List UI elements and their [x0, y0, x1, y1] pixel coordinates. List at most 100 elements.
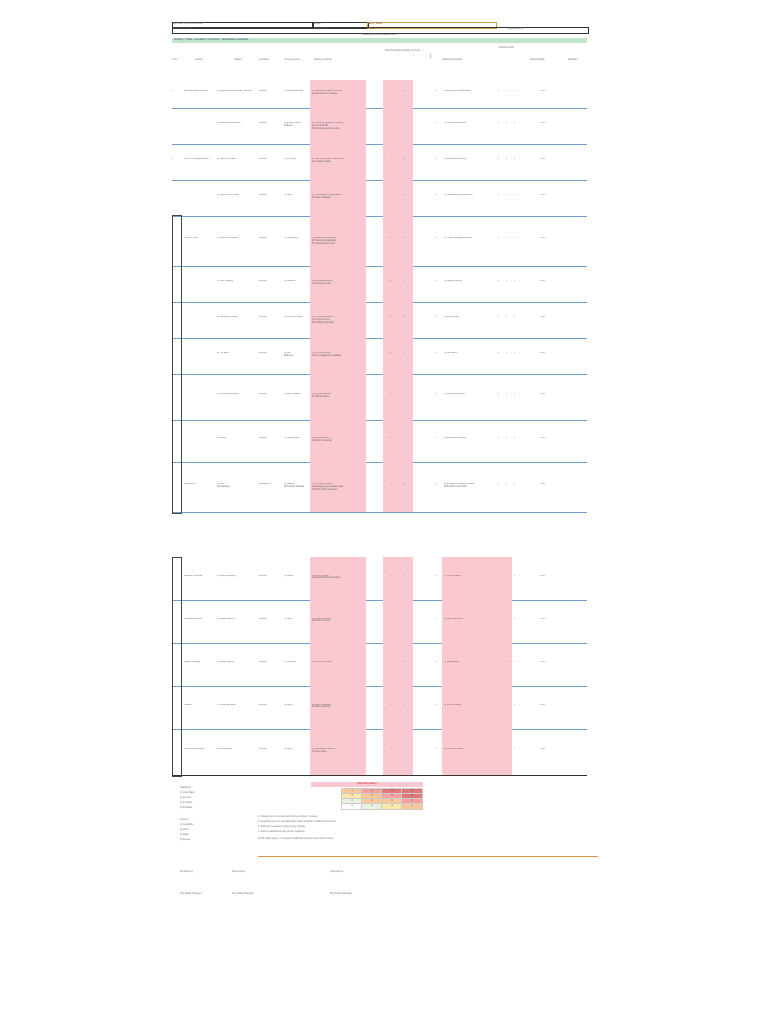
cell-rl: 1: [498, 437, 500, 439]
note-1: 1. Hazards are to be recorded for the ac…: [258, 815, 318, 818]
cell-hazard: 1) Vehicle movement: [217, 237, 239, 239]
cell-rr: 2: [514, 158, 516, 160]
cell-consequence: 1) Fatal injury: [284, 237, 298, 239]
group-box-1: [172, 215, 182, 514]
activity-band: Activity / Task / Location / Process : W…: [172, 37, 587, 43]
cell-rs: 2: [506, 158, 508, 160]
cell-s: 3: [404, 617, 406, 620]
additional-highlight: [442, 557, 512, 600]
cell-consequence: 1) Hearing loss: [284, 437, 300, 439]
additional-highlight: [442, 686, 512, 729]
cell-rs: 3: [506, 352, 508, 354]
cell-l: 1: [390, 158, 392, 160]
severity-3: 3) Major: [180, 833, 189, 836]
cell-rl: 1: [498, 122, 500, 124]
cell-rr: 2: [514, 90, 516, 92]
severity-4: 4) Severe: [180, 838, 191, 841]
cell-r: 2: [436, 158, 438, 160]
cell-r: 2: [436, 194, 438, 196]
severity-2: 2) Minor: [180, 828, 189, 831]
cell-rl: 1: [498, 703, 500, 706]
cell-condition: Normal: [259, 237, 267, 239]
cell-hazard: 1) Unfamiliar area: [217, 703, 236, 706]
cell-l: 2: [390, 316, 392, 318]
cell-responsible: HOD: [540, 748, 546, 750]
cell-rs: 4: [506, 483, 508, 485]
cell-consequence: 1) Fall from height: [284, 316, 303, 318]
cell-consequence: 1) Skin irritation: [284, 393, 300, 395]
severity-title: Severity: [180, 818, 189, 821]
approved-by: Approved by: [330, 870, 344, 873]
cell-additional: 1) Hygiene audit: [444, 574, 461, 577]
cell-controls: 1) Adjustable chairs provided 2) Awarene…: [312, 90, 342, 95]
cell-consequence: 1) Injury: [284, 748, 293, 750]
cell-additional: 1) Visitor briefing: [444, 703, 462, 706]
cell-controls: 1) Escort provided 2) Safety induction: [312, 703, 332, 709]
risk-highlight: [383, 302, 413, 338]
legend: Likelihood 1) Improbable 2) Remote 3) Po…: [180, 782, 600, 866]
cell-activity: Emergency: [184, 483, 196, 485]
cell-l: 1: [390, 660, 392, 663]
table-row: 6) Noise Normal 1) Hearing loss 1) Ear prot…: [172, 420, 587, 463]
cell-r: 3: [436, 703, 438, 706]
table-row: 6 Storage Activities 1) Falling objects Nor…: [172, 600, 587, 644]
page-label: Page: 1/1: [314, 26, 327, 30]
cell-responsible: HOD: [540, 280, 546, 282]
cell-consequence: 1) Cut injury: [284, 158, 297, 160]
cell-additional: 1) Housekeeping inspection: [444, 194, 473, 196]
cell-rs: 3: [506, 437, 508, 439]
cell-hazard: 4) Hot work: [217, 352, 229, 354]
col-sub-l: L: [398, 54, 400, 56]
cell-activity: Storage Activities: [184, 617, 202, 620]
controls-highlight: [310, 420, 366, 462]
cell-rl: 1: [498, 158, 500, 160]
cell-condition: Normal: [259, 194, 267, 196]
cell-responsible: HOD: [540, 194, 546, 196]
dept-label: Dept:: [314, 21, 322, 25]
cell-r: 3: [436, 748, 438, 750]
cell-r: 6: [436, 437, 438, 439]
cell-controls: 1) MSDS available 2) PPE provided: [312, 393, 332, 398]
cell-r: 8: [436, 316, 438, 318]
cell-rr: 3: [514, 703, 516, 706]
risk-highlight: [383, 420, 413, 462]
col-additional: Additional Controls: [442, 58, 463, 61]
cell-responsible: HOD: [540, 483, 546, 485]
table-row: 1 Administrative Activities 1) Ergonomics …: [172, 80, 587, 109]
cell-consequence: 1) Collision: [284, 280, 296, 282]
cell-s: 3: [404, 748, 406, 750]
reviewed-by: Reviewed by: [232, 870, 246, 873]
row-divider: [172, 108, 587, 109]
cell-rr: 4: [514, 237, 516, 239]
cell-activity: Administrative Activities: [184, 90, 208, 92]
cell-l: 1: [390, 703, 392, 706]
cell-additional: 1) Emergency response team 2) Periodic m…: [444, 483, 475, 488]
cell-s: 3: [404, 393, 406, 395]
cell-rr: 3: [514, 280, 516, 282]
cell-hazard: 1) Ergonomics & Manual Handling: [217, 90, 252, 92]
cell-r: 3: [436, 122, 438, 124]
controls-highlight: [310, 108, 366, 144]
cell-consequence: 1) Injury: [284, 194, 293, 196]
cell-l: 2: [390, 437, 392, 439]
cell-rr: 3: [514, 437, 516, 439]
cell-responsible: HOD: [540, 437, 546, 439]
cell-r: 6: [436, 280, 438, 282]
table-row: 2) Poor visibility Normal 1) Collision 1) A…: [172, 266, 587, 303]
additional-highlight: [442, 643, 512, 686]
cell-controls: 1) Contractor induction 2) Supervision: [312, 748, 336, 753]
controls-highlight: [310, 686, 366, 729]
cell-activity: Visitors: [184, 703, 192, 706]
cell-s: 2: [404, 158, 406, 160]
cell-rs: 3: [506, 617, 508, 620]
cell-s: 4: [404, 483, 406, 485]
row-divider: [172, 266, 587, 267]
col-sn: S.No: [172, 58, 178, 61]
cell-r: 4: [436, 483, 438, 485]
cell-controls: 1) Proper stacking 2) Racks secured: [312, 617, 331, 623]
controls-highlight: [310, 643, 366, 686]
cell-rr: 3: [514, 352, 516, 354]
row-divider: [172, 338, 587, 339]
table-row: 3) Working at Height Normal 1) Fall from h…: [172, 302, 587, 339]
header-block: RA Ref: SMS-F-RA-00 Issue/Rev: 1/0 Dept:…: [172, 21, 589, 34]
